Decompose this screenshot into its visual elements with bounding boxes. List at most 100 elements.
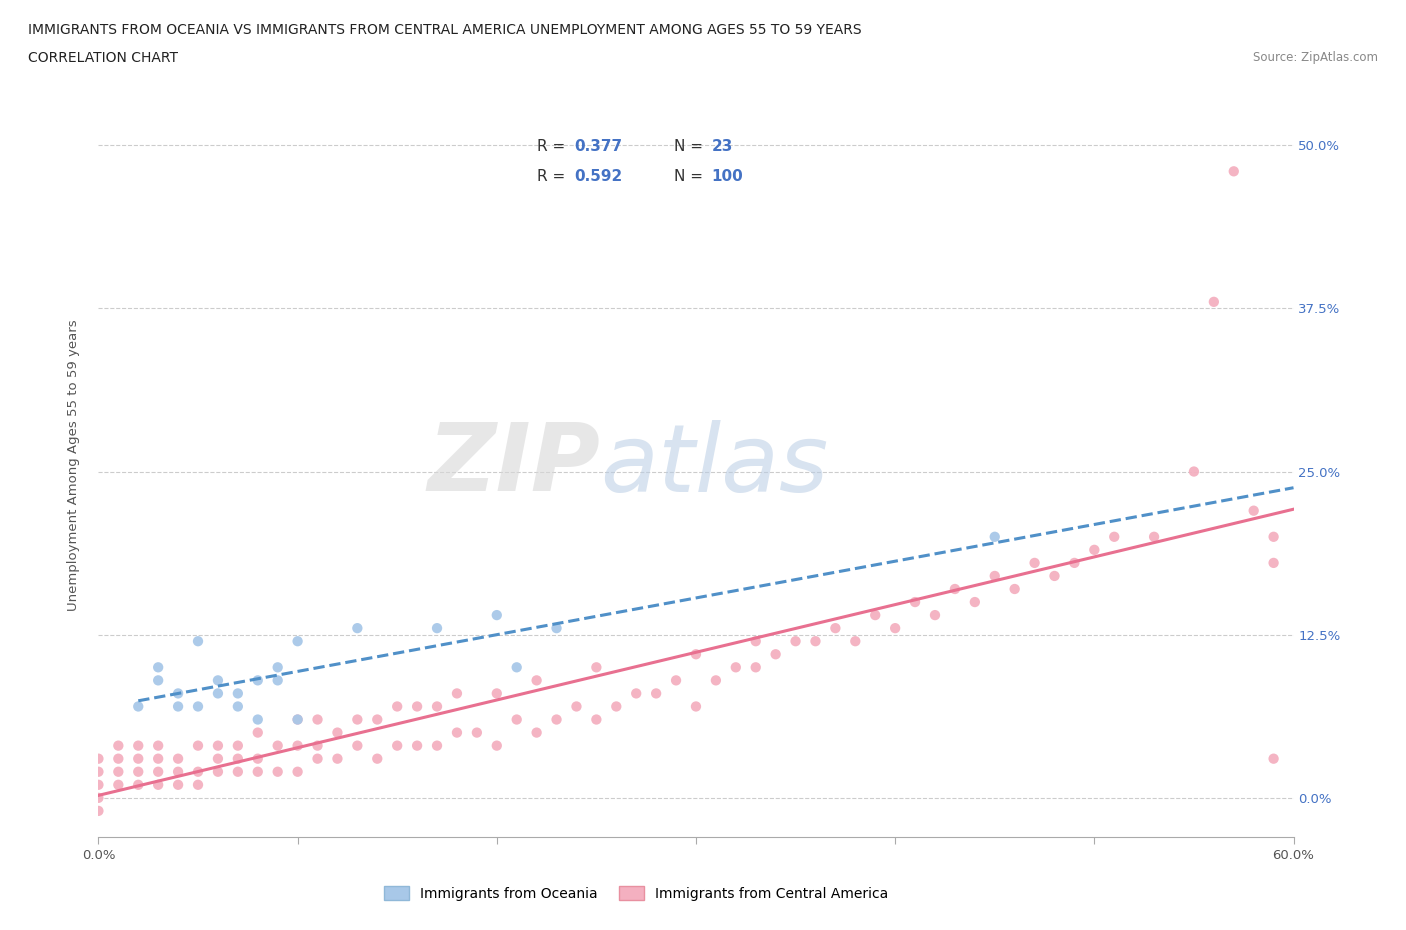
Point <box>267 764 290 779</box>
Point <box>246 751 269 766</box>
Point <box>546 620 568 635</box>
Point <box>187 738 209 753</box>
Point <box>148 751 170 766</box>
Text: N =: N = <box>673 140 709 154</box>
Point <box>287 738 309 753</box>
Point <box>1263 555 1285 570</box>
Point <box>824 620 846 635</box>
Point <box>884 620 907 635</box>
Point <box>148 660 170 675</box>
Point <box>107 777 129 792</box>
Point <box>485 738 508 753</box>
Point <box>565 699 588 714</box>
Point <box>267 738 290 753</box>
Y-axis label: Unemployment Among Ages 55 to 59 years: Unemployment Among Ages 55 to 59 years <box>66 319 80 611</box>
Point <box>844 633 866 648</box>
Text: N =: N = <box>673 169 709 184</box>
Point <box>984 529 1007 544</box>
Point <box>107 751 129 766</box>
Point <box>187 777 209 792</box>
Point <box>1063 555 1085 570</box>
Point <box>785 633 807 648</box>
Point <box>385 738 409 753</box>
Point <box>87 764 110 779</box>
Point <box>207 751 229 766</box>
Point <box>943 581 966 596</box>
Point <box>307 712 329 727</box>
Point <box>685 699 707 714</box>
Point <box>187 699 209 714</box>
Point <box>127 738 149 753</box>
Point <box>307 751 329 766</box>
Point <box>167 777 190 792</box>
Point <box>1182 464 1205 479</box>
Point <box>465 725 488 740</box>
Point <box>187 633 209 648</box>
Point <box>267 660 290 675</box>
Point <box>1102 529 1125 544</box>
Point <box>366 712 388 727</box>
Point <box>546 712 568 727</box>
Point <box>148 764 170 779</box>
Point <box>485 607 508 622</box>
Point <box>226 686 249 701</box>
Point <box>745 633 768 648</box>
Point <box>765 647 787 662</box>
Point <box>526 725 548 740</box>
Point <box>107 738 129 753</box>
Point <box>366 751 388 766</box>
Point <box>963 594 986 609</box>
Text: 0.377: 0.377 <box>574 140 623 154</box>
Point <box>127 777 149 792</box>
Point <box>326 725 349 740</box>
Point <box>1083 542 1105 557</box>
Point <box>863 607 887 622</box>
Point <box>127 764 149 779</box>
Point <box>127 751 149 766</box>
Point <box>585 660 607 675</box>
Point <box>346 712 368 727</box>
Point <box>87 804 110 818</box>
Point <box>426 620 449 635</box>
Point <box>167 686 190 701</box>
Point <box>226 751 249 766</box>
Point <box>406 699 429 714</box>
Point <box>246 764 269 779</box>
Point <box>1263 529 1285 544</box>
Text: 23: 23 <box>711 140 733 154</box>
Point <box>385 699 409 714</box>
Point <box>804 633 827 648</box>
Point <box>226 738 249 753</box>
Point <box>1004 581 1026 596</box>
Point <box>207 673 229 688</box>
Point <box>307 738 329 753</box>
Point <box>207 738 229 753</box>
Point <box>87 790 110 805</box>
Point <box>984 568 1007 583</box>
Point <box>1024 555 1046 570</box>
Point <box>1143 529 1166 544</box>
Point <box>226 764 249 779</box>
Text: ZIP: ZIP <box>427 419 600 511</box>
Text: IMMIGRANTS FROM OCEANIA VS IMMIGRANTS FROM CENTRAL AMERICA UNEMPLOYMENT AMONG AG: IMMIGRANTS FROM OCEANIA VS IMMIGRANTS FR… <box>28 23 862 37</box>
Text: Source: ZipAtlas.com: Source: ZipAtlas.com <box>1253 51 1378 64</box>
Point <box>207 686 229 701</box>
Point <box>167 751 190 766</box>
Point <box>287 764 309 779</box>
Point <box>167 699 190 714</box>
Point <box>924 607 946 622</box>
Point <box>127 699 149 714</box>
Point <box>724 660 747 675</box>
Point <box>745 660 768 675</box>
Point <box>1202 295 1225 310</box>
Text: 100: 100 <box>711 169 744 184</box>
Text: R =: R = <box>537 140 571 154</box>
Point <box>506 712 529 727</box>
Point <box>485 686 508 701</box>
Point <box>446 686 468 701</box>
Text: CORRELATION CHART: CORRELATION CHART <box>28 51 179 65</box>
Point <box>346 738 368 753</box>
Point <box>107 764 129 779</box>
Point <box>704 673 727 688</box>
Point <box>187 764 209 779</box>
